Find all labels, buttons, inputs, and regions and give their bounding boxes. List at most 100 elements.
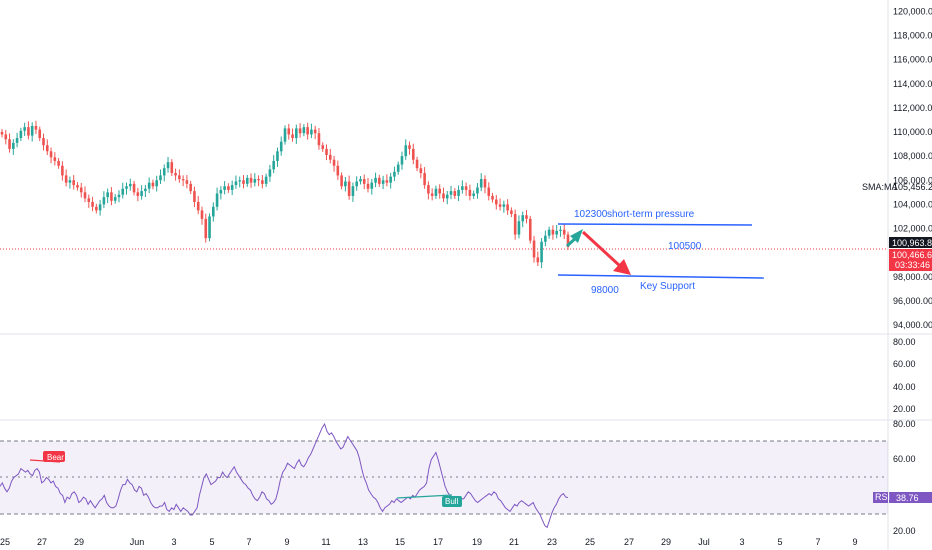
x-tick-label: 3 — [739, 537, 744, 547]
candle-body — [64, 175, 68, 183]
candle-body — [445, 194, 449, 199]
candle-body — [495, 199, 498, 205]
candle-body — [396, 164, 400, 172]
resistance-value: 102300 — [574, 209, 608, 220]
candle-body — [302, 127, 306, 134]
candle-body — [328, 154, 332, 160]
rsi-group — [0, 422, 569, 529]
candle-body — [400, 156, 404, 165]
candle-body — [506, 204, 509, 211]
x-tick-label: 5 — [777, 537, 782, 547]
y-tick-label: 96,000.00 — [893, 296, 932, 306]
candle-body — [559, 229, 562, 231]
candle-body — [461, 186, 464, 190]
candle-body — [283, 128, 287, 142]
candle-body — [325, 148, 328, 155]
candle-body — [551, 229, 555, 235]
candle-body — [15, 138, 19, 143]
bull-signal-tag — [442, 496, 462, 507]
candle-body — [219, 189, 223, 194]
candle-body — [57, 160, 60, 166]
candle-body — [268, 169, 272, 177]
bull-signal-label: Bull — [445, 497, 459, 506]
candle-body — [336, 165, 340, 176]
candle-body — [419, 168, 423, 174]
candle-body — [8, 139, 11, 149]
candle-body — [525, 215, 528, 219]
candle-body — [389, 176, 392, 183]
candle-body — [215, 193, 219, 207]
rsi-name: RSI — [875, 492, 890, 502]
candle-body — [347, 181, 351, 196]
candle-body — [566, 234, 570, 247]
candle-body — [72, 180, 75, 186]
candle-body — [438, 188, 442, 194]
candle-body — [476, 187, 479, 194]
candle-body — [230, 185, 234, 190]
candle-body — [147, 182, 151, 189]
rsi-value: 38.76 — [896, 493, 919, 503]
candle-body — [185, 180, 189, 184]
candle-body — [132, 183, 136, 193]
x-tick-label: 7 — [815, 537, 820, 547]
candle-body — [332, 159, 336, 166]
candle-body — [528, 218, 532, 241]
last-price-value: 100,963.87 — [892, 238, 932, 248]
candle-body — [200, 210, 204, 219]
candle-body — [291, 134, 294, 139]
candle-body — [479, 179, 483, 188]
x-tick-label: 21 — [509, 537, 519, 547]
candle-body — [106, 192, 109, 198]
candle-body — [0, 132, 4, 135]
candle-body — [261, 180, 264, 184]
candle-body — [136, 192, 140, 196]
rsi-axis-ticks: 80.00 60.00 40.00 20.00 80.00 60.00 20.00 — [893, 337, 916, 536]
y-tick-label: 116,000.00 — [893, 55, 932, 65]
candle-body — [34, 125, 38, 130]
up-arrow-icon[interactable] — [565, 229, 583, 248]
candle-body — [181, 179, 185, 181]
x-tick-label: 5 — [209, 537, 214, 547]
candle-body — [411, 148, 415, 160]
x-tick-label: 29 — [74, 537, 84, 547]
candle-body — [521, 215, 525, 222]
candle-body — [464, 186, 468, 190]
down-arrow-icon[interactable] — [581, 230, 631, 275]
candle-body — [212, 206, 215, 217]
candle-body — [49, 151, 53, 158]
candle-body — [272, 160, 275, 170]
candle-body — [30, 125, 34, 136]
candle-body — [242, 180, 245, 184]
candle-body — [313, 129, 317, 134]
candle-body — [434, 188, 438, 196]
candle-body — [279, 141, 283, 152]
x-tick-label: 15 — [395, 537, 405, 547]
x-tick-label: 29 — [661, 537, 671, 547]
bear-signal-label: Bear — [47, 453, 64, 462]
candle-body — [38, 129, 42, 139]
candle-body — [140, 191, 143, 196]
candles-group — [0, 120, 570, 269]
candle-body — [110, 192, 113, 201]
candle-body — [162, 168, 166, 176]
candle-body — [121, 188, 125, 195]
rsi-name-badge — [873, 492, 888, 503]
candle-body — [362, 179, 366, 184]
candle-body — [253, 179, 257, 183]
x-tick-label: 19 — [472, 537, 482, 547]
support-line[interactable] — [557, 274, 765, 279]
candle-body — [344, 181, 347, 187]
y-tick-label: 102,000.00 — [893, 224, 932, 234]
candle-body — [472, 193, 475, 196]
candle-body — [287, 128, 291, 135]
candle-body — [393, 171, 396, 177]
rsi-tick-label: 80.00 — [893, 337, 916, 347]
candle-body — [532, 240, 536, 258]
x-tick-label: Jun — [130, 537, 145, 547]
x-tick-label: 17 — [433, 537, 443, 547]
candle-body — [91, 201, 94, 207]
candle-body — [53, 157, 57, 161]
candle-body — [19, 130, 23, 139]
resistance-line[interactable] — [557, 223, 753, 226]
sma-value: 105,456.26 — [893, 182, 932, 192]
